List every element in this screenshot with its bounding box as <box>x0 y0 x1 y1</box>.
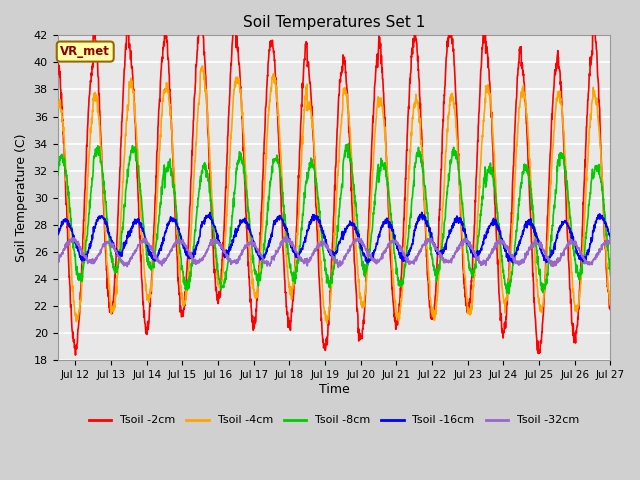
Y-axis label: Soil Temperature (C): Soil Temperature (C) <box>15 133 28 262</box>
X-axis label: Time: Time <box>319 383 349 396</box>
Legend: Tsoil -2cm, Tsoil -4cm, Tsoil -8cm, Tsoil -16cm, Tsoil -32cm: Tsoil -2cm, Tsoil -4cm, Tsoil -8cm, Tsoi… <box>84 411 584 430</box>
Text: VR_met: VR_met <box>60 45 110 58</box>
Title: Soil Temperatures Set 1: Soil Temperatures Set 1 <box>243 15 425 30</box>
